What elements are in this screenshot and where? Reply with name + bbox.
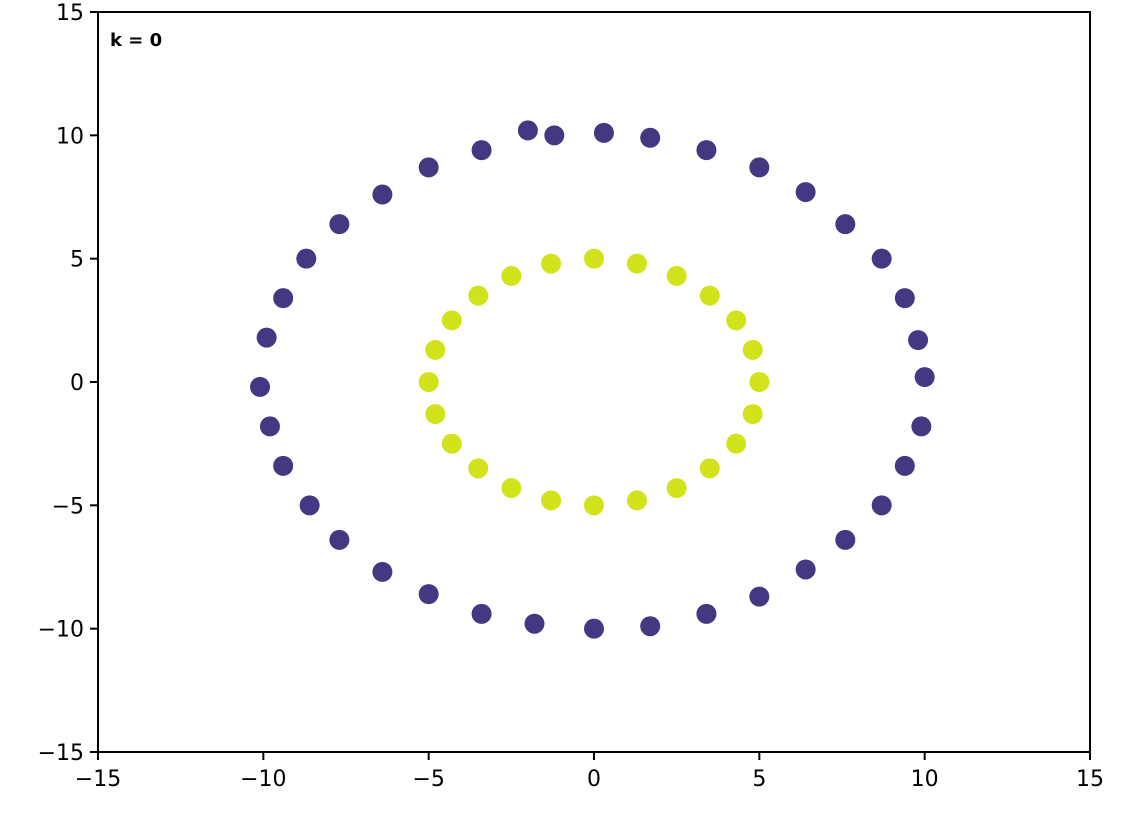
y-tick-label: −10 <box>38 618 84 643</box>
point <box>749 586 770 607</box>
point <box>418 372 439 392</box>
x-tick-label: −5 <box>412 767 444 792</box>
y-tick-label: 5 <box>70 248 84 273</box>
point <box>795 182 816 203</box>
point <box>894 288 915 309</box>
x-tick-label: 15 <box>1076 767 1104 792</box>
point <box>541 253 562 274</box>
point <box>795 559 816 580</box>
point <box>299 495 320 516</box>
point <box>259 416 280 437</box>
point <box>914 367 935 388</box>
x-tick-label: −15 <box>75 767 121 792</box>
point <box>501 478 522 499</box>
point <box>666 265 687 286</box>
point <box>640 616 661 637</box>
point <box>835 214 856 235</box>
point <box>273 288 294 309</box>
point <box>418 584 439 605</box>
point <box>250 376 271 397</box>
point <box>742 404 763 425</box>
point <box>425 404 446 425</box>
point <box>726 310 747 331</box>
y-tick-label: −5 <box>52 494 84 519</box>
point <box>501 265 522 286</box>
point <box>749 157 770 178</box>
point <box>835 529 856 550</box>
point <box>699 285 720 306</box>
point <box>273 455 294 476</box>
point <box>871 495 892 516</box>
point <box>425 339 446 360</box>
point <box>372 184 393 205</box>
point <box>329 214 350 235</box>
y-tick-label: 10 <box>56 124 84 149</box>
point <box>640 127 661 148</box>
point <box>468 458 489 479</box>
point <box>441 310 462 331</box>
point <box>584 618 604 639</box>
x-tick-label: 10 <box>911 767 939 792</box>
point <box>626 490 647 511</box>
point <box>471 140 492 161</box>
point <box>696 140 717 161</box>
point <box>742 339 763 360</box>
point <box>441 433 462 454</box>
point <box>584 248 604 269</box>
point <box>626 253 647 274</box>
point <box>908 330 929 351</box>
y-tick-label: 15 <box>56 1 84 26</box>
y-tick-label: 0 <box>70 371 84 396</box>
point <box>418 157 439 178</box>
point <box>696 603 717 624</box>
annotation: k = 0 <box>110 30 162 51</box>
point <box>541 490 562 511</box>
point <box>726 433 747 454</box>
y-tick-label: −15 <box>38 741 84 766</box>
point <box>699 458 720 479</box>
point <box>296 248 317 269</box>
point <box>911 416 932 437</box>
point <box>372 561 393 582</box>
point <box>749 372 770 392</box>
point <box>468 285 489 306</box>
x-tick-label: 5 <box>752 767 766 792</box>
point <box>471 603 492 624</box>
point <box>544 125 565 146</box>
point <box>894 455 915 476</box>
point <box>666 478 687 499</box>
point <box>593 122 614 143</box>
point <box>329 529 350 550</box>
point <box>517 120 538 141</box>
point <box>584 495 604 516</box>
point <box>871 248 892 269</box>
plot-frame <box>97 11 1091 753</box>
x-tick-label: 0 <box>587 767 601 792</box>
point <box>256 327 277 348</box>
x-tick-label: −10 <box>240 767 286 792</box>
point <box>524 613 545 634</box>
